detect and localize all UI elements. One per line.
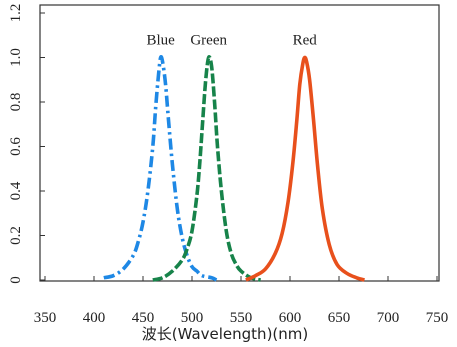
x-tick-label: 600	[279, 310, 302, 326]
series-label-blue: Blue	[146, 33, 175, 49]
y-tick-label: 0.4	[8, 181, 24, 200]
series-label-green: Green	[190, 33, 227, 49]
x-tick-label: 400	[83, 310, 106, 326]
y-tick-label: 0.2	[8, 226, 24, 245]
plot-frame	[39, 4, 440, 282]
x-tick-label: 450	[132, 310, 155, 326]
y-tick-label: 0.8	[8, 93, 24, 112]
y-tick-label: 1.0	[8, 48, 24, 67]
series-labels: Blue Green Red	[146, 33, 317, 49]
series-line-red	[245, 55, 365, 282]
series-label-red: Red	[293, 33, 318, 49]
x-tick-label: 650	[328, 310, 351, 326]
x-tick-label: 750	[426, 310, 449, 326]
x-axis-title: 波长(Wavelength)(nm)	[142, 325, 309, 343]
y-axis-ticks: 0 0.2 0.4 0.6 0.8 1.0 1.2	[8, 4, 45, 284]
series-layer	[103, 54, 365, 282]
series-line-green	[152, 55, 261, 282]
y-tick-label: 0	[8, 276, 24, 284]
y-tick-label: 0.6	[8, 137, 24, 156]
y-tick-label: 1.2	[8, 4, 24, 23]
x-tick-label: 700	[377, 310, 400, 326]
x-axis-ticks: 350 400 450 500 550 600 650 700 750	[34, 276, 449, 326]
x-tick-label: 500	[181, 310, 204, 326]
x-tick-label: 550	[230, 310, 253, 326]
x-tick-label: 350	[34, 310, 57, 326]
series-line-blue	[103, 54, 218, 282]
